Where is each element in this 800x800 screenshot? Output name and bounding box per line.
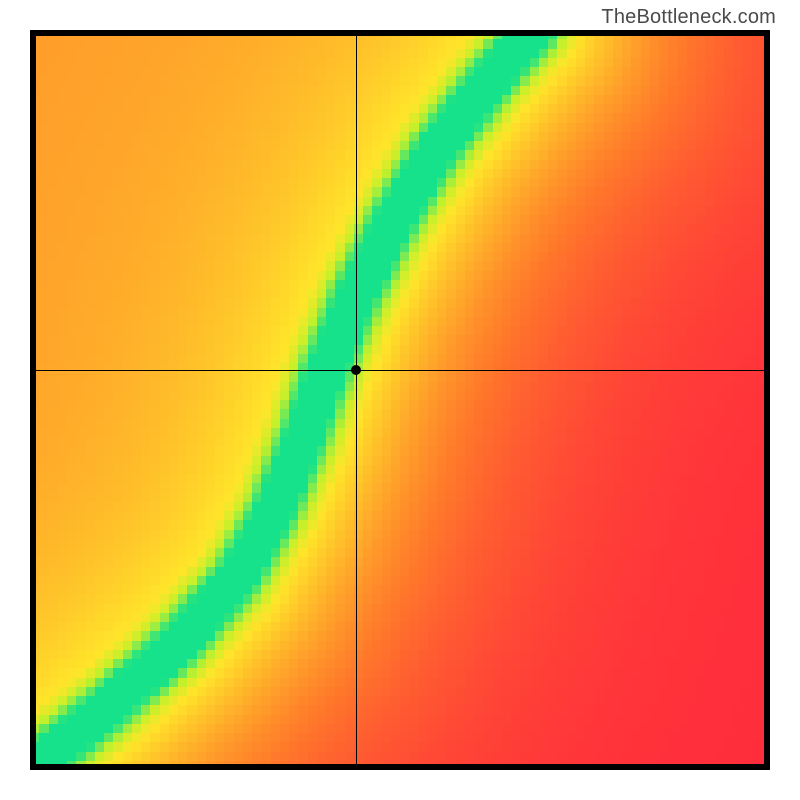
- bottleneck-heatmap: [30, 30, 770, 770]
- watermark-text: TheBottleneck.com: [601, 6, 776, 29]
- datapoint-marker: [351, 365, 361, 375]
- crosshair-vertical: [356, 30, 357, 770]
- crosshair-horizontal: [30, 370, 770, 371]
- figure-container: TheBottleneck.com: [0, 0, 800, 800]
